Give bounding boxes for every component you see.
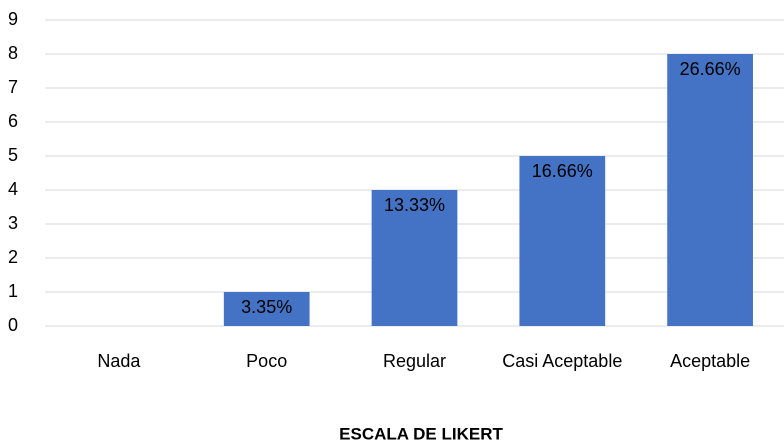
x-tick-label: Aceptable bbox=[670, 351, 750, 371]
y-tick-label: 7 bbox=[8, 77, 18, 97]
bar bbox=[667, 54, 753, 326]
y-tick-label: 4 bbox=[8, 179, 18, 199]
data-label: 16.66% bbox=[532, 161, 593, 181]
data-label: 26.66% bbox=[680, 59, 741, 79]
x-tick-label: Nada bbox=[97, 351, 141, 371]
bar bbox=[223, 292, 310, 326]
y-tick-label: 9 bbox=[8, 9, 18, 29]
data-label: 13.33% bbox=[384, 195, 445, 215]
data-label: 3.35% bbox=[241, 297, 292, 317]
y-tick-label: 0 bbox=[8, 315, 18, 335]
y-tick-label: 1 bbox=[8, 281, 18, 301]
y-tick-label: 2 bbox=[8, 247, 18, 267]
bar bbox=[371, 190, 458, 326]
x-tick-label: Casi Aceptable bbox=[502, 351, 622, 371]
y-tick-label: 5 bbox=[8, 145, 18, 165]
x-tick-label: Poco bbox=[246, 351, 287, 371]
y-tick-label: 6 bbox=[8, 111, 18, 131]
x-tick-label: Regular bbox=[383, 351, 446, 371]
x-axis-title: ESCALA DE LIKERT bbox=[339, 424, 503, 442]
bar bbox=[519, 156, 606, 326]
y-tick-label: 8 bbox=[8, 43, 18, 63]
y-tick-label: 3 bbox=[8, 213, 18, 233]
